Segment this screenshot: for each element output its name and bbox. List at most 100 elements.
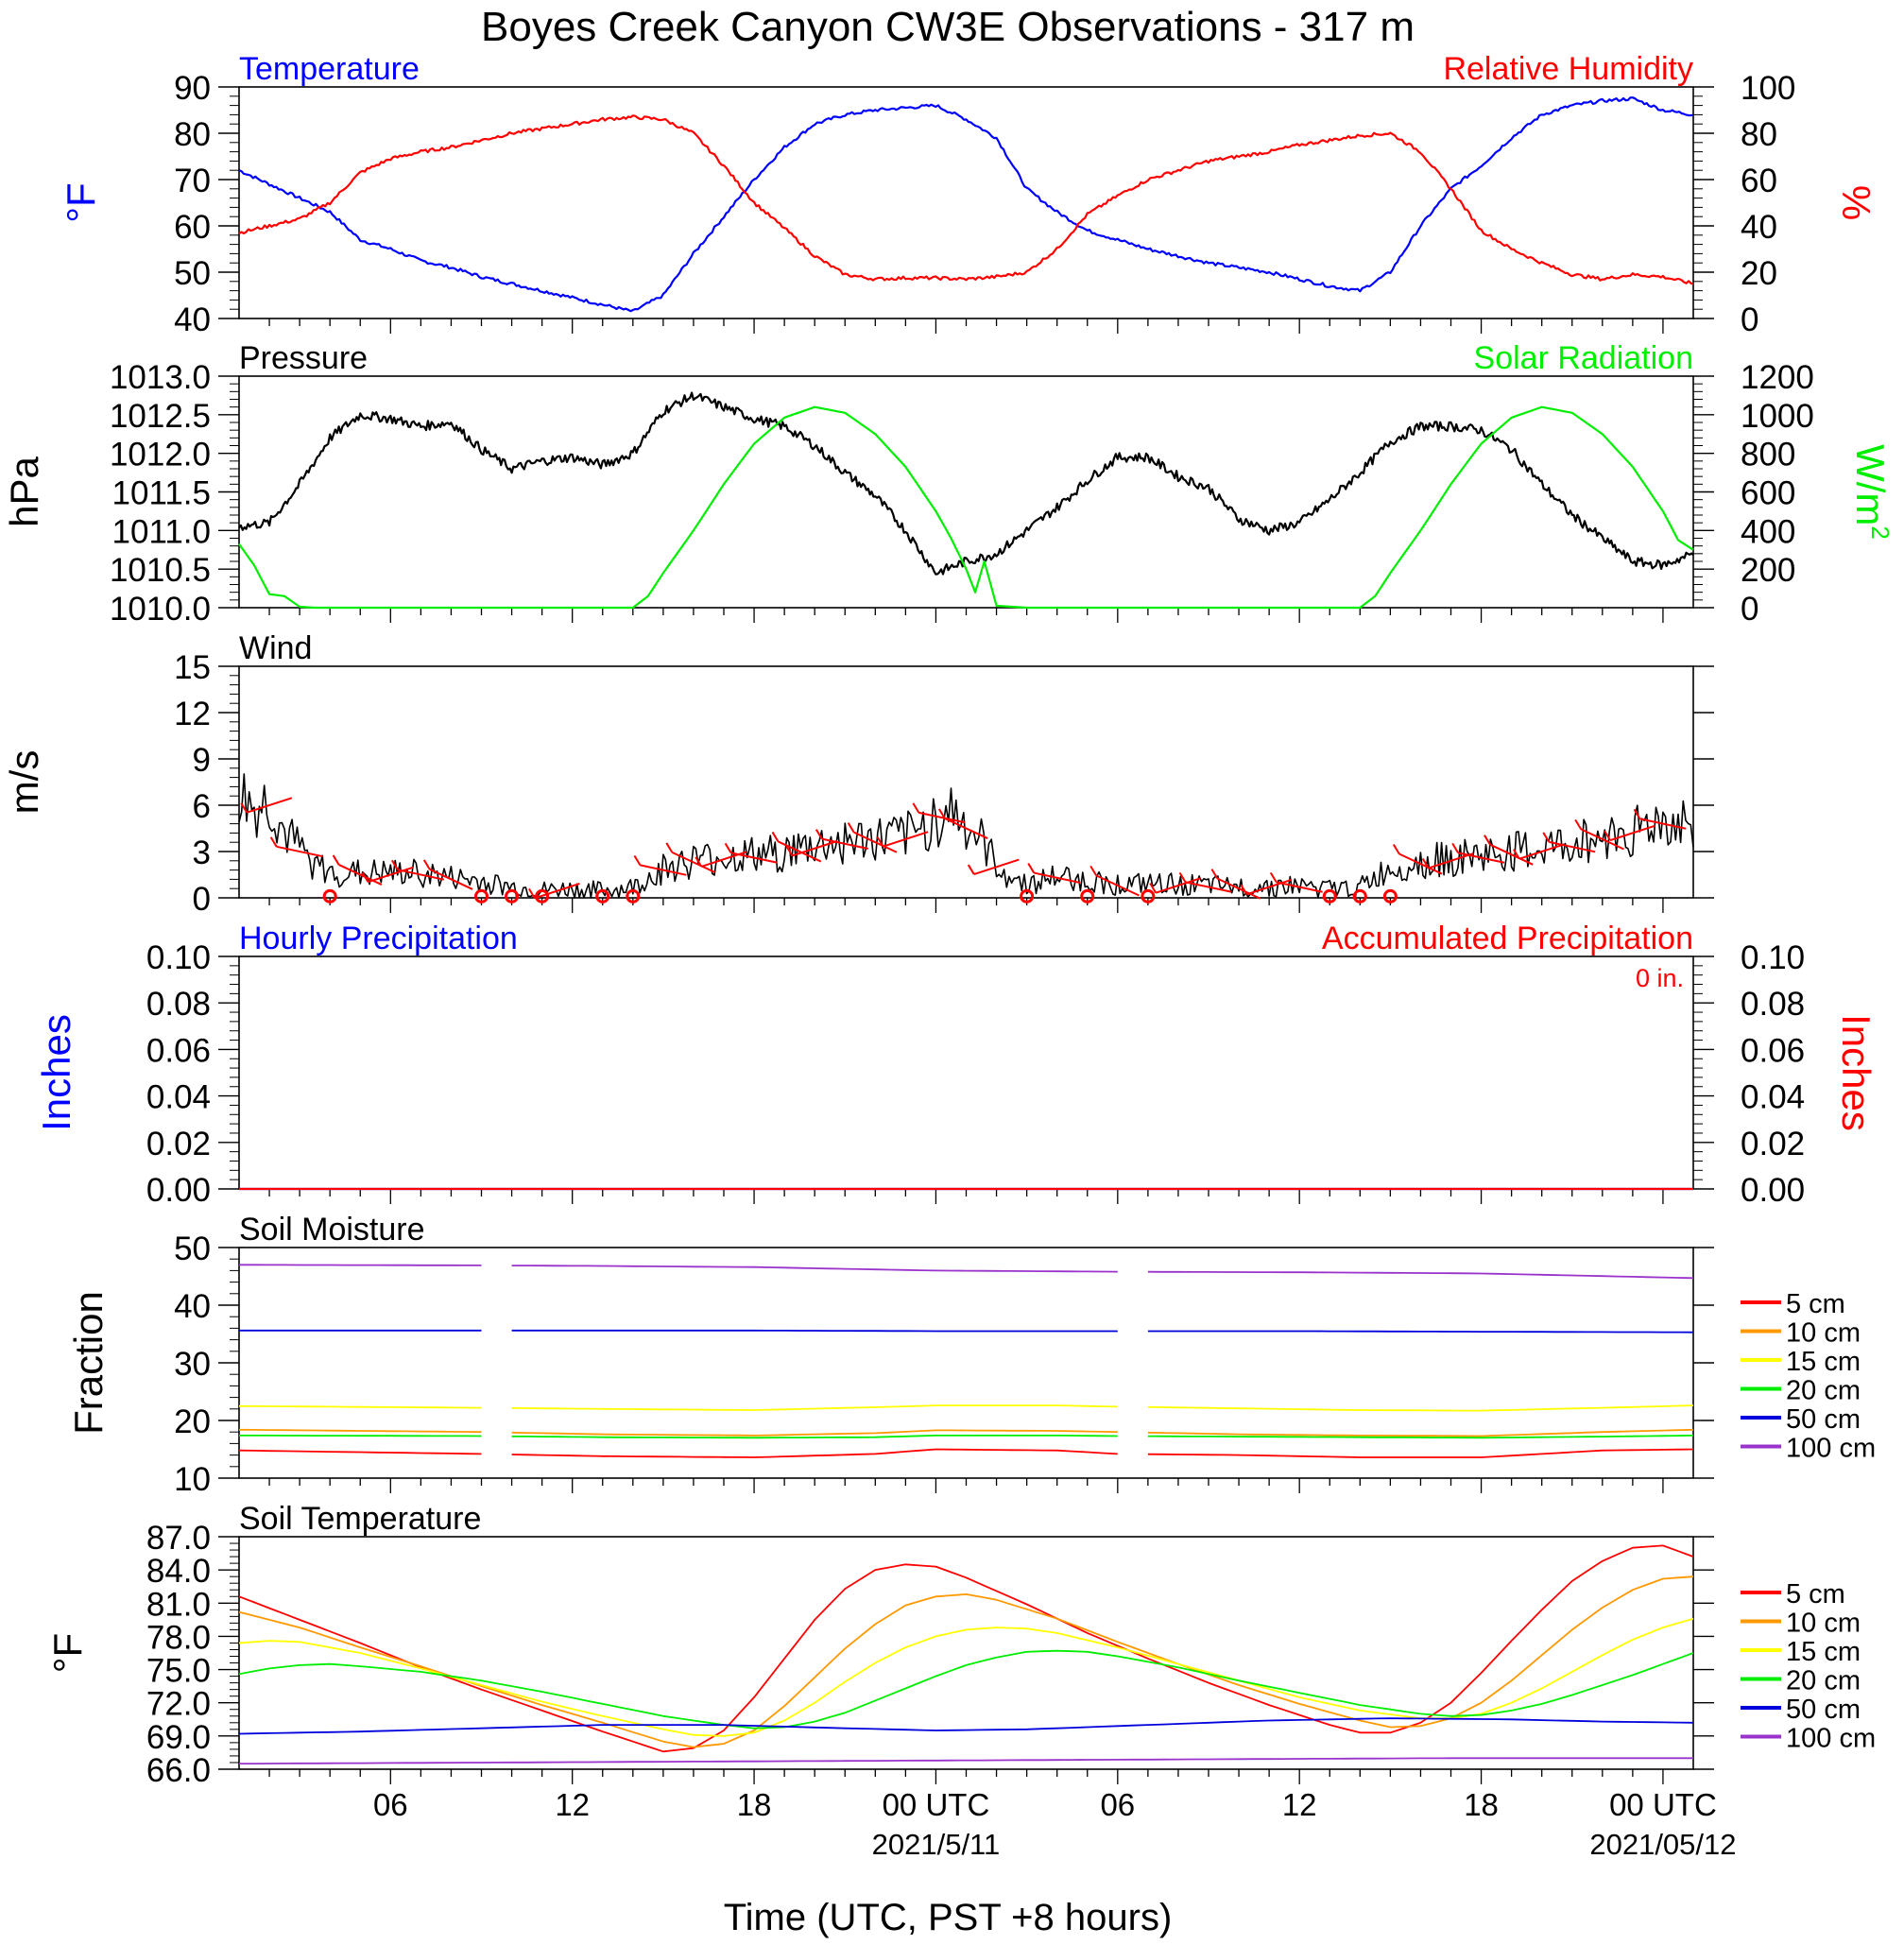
y-tick-label: 66.0: [146, 1752, 211, 1789]
series-line-15-cm: [238, 1404, 482, 1409]
y2-tick-label: 0.10: [1741, 939, 1805, 976]
time-axis: 06 12 18 00 UTC 06 12 18 00 UTC 2021/5/11 2021/05…: [373, 1787, 1737, 1861]
y-tick-label: 69.0: [146, 1719, 211, 1756]
wind-barb-flag: [937, 808, 946, 819]
y-axis-label: °F: [45, 1633, 90, 1673]
wind-barb-flag: [771, 831, 780, 842]
wind-barb: [1034, 871, 1081, 884]
y-tick-label: 72.0: [146, 1686, 211, 1723]
series-line-5-cm: [238, 1449, 482, 1455]
wind-barb-flag: [1210, 869, 1219, 880]
x-tick-label: 18: [1464, 1787, 1499, 1822]
x-tick-label: 12: [555, 1787, 590, 1822]
series-line-5-cm: [1147, 1448, 1694, 1458]
legend-label: 50 cm: [1786, 1695, 1861, 1725]
series-line-20-cm: [1147, 1435, 1694, 1439]
wind-barb: [918, 811, 966, 824]
wind-barb-flag: [1604, 830, 1611, 841]
series-line-10-cm: [238, 1428, 482, 1434]
series-line-15-cm: [1147, 1404, 1694, 1412]
y-tick-label: 12: [174, 696, 211, 732]
wind-barb: [1276, 881, 1323, 893]
y-tick-label: 20: [174, 1403, 211, 1440]
wind-barb: [276, 845, 323, 858]
y-tick-label: 78.0: [146, 1619, 211, 1656]
wind-barb-flag: [1484, 835, 1491, 846]
y2-tick-label: 100: [1741, 70, 1795, 107]
y2-tick-label: 0: [1741, 301, 1758, 338]
series-line-5-cm: [511, 1448, 1118, 1458]
y2-tick-label: 0.04: [1741, 1079, 1805, 1116]
wind-barb-flag: [1451, 842, 1459, 853]
series-line-50-cm: [238, 1717, 1694, 1735]
y2-tick-label: 400: [1741, 513, 1795, 550]
wind-barb-flag: [967, 864, 975, 875]
calm-wind-marker: [322, 888, 337, 904]
y2-tick-label: 600: [1741, 475, 1795, 512]
y-tick-label: 0.04: [146, 1079, 211, 1116]
legend-label: 10 cm: [1786, 1318, 1861, 1349]
panel-title-right: Accumulated Precipitation: [1322, 921, 1693, 956]
wind-barb: [821, 837, 868, 851]
panel-title-left: Soil Temperature: [239, 1501, 481, 1537]
wind-barb: [534, 882, 580, 900]
series-line-20-cm: [238, 1649, 1694, 1730]
y-tick-label: 1012.5: [110, 398, 211, 435]
y2-tick-label: 0.06: [1741, 1032, 1805, 1069]
x-date-label: 2021/5/11: [872, 1828, 1001, 1861]
wind-barb-flag: [1269, 871, 1278, 883]
wind-barb: [246, 797, 293, 814]
wind-barb-flag: [695, 856, 703, 868]
y-tick-label: 9: [193, 742, 211, 779]
y2-tick-label: 0.02: [1741, 1126, 1805, 1162]
calm-wind-marker: [1020, 888, 1035, 904]
y-tick-label: 0.06: [146, 1032, 211, 1069]
wind-barb: [1428, 852, 1474, 869]
series-line-100-cm: [1147, 1270, 1694, 1280]
wind-barb: [640, 864, 687, 876]
wind-barb: [1489, 843, 1534, 866]
panel-title-left: Wind: [239, 630, 312, 666]
y-tick-label: 90: [174, 70, 211, 107]
legend-label: 15 cm: [1786, 1637, 1861, 1667]
panel-precip: 0.10 0.08 0.06 0.04 0.02 0.00 0.10 0.08 0.06 0.04…: [34, 921, 1878, 1209]
y-tick-label: 75.0: [146, 1653, 211, 1690]
wind-barb: [778, 840, 822, 863]
x-tick-label: 00 UTC: [1609, 1787, 1717, 1822]
wind-barb-flag: [815, 829, 823, 840]
wind-barb: [338, 864, 383, 886]
wind-barb-flag: [1574, 818, 1583, 830]
wind-barb: [397, 869, 445, 881]
y-tick-label: 50: [174, 255, 211, 292]
legend-label: 5 cm: [1786, 1579, 1845, 1609]
y-tick-label: 0.00: [146, 1172, 211, 1209]
legend-label: 20 cm: [1786, 1666, 1861, 1696]
y2-tick-label: 0: [1741, 591, 1758, 628]
wind-barb: [1609, 824, 1655, 842]
calm-wind-marker: [1352, 888, 1367, 904]
legend-label: 100 cm: [1786, 1724, 1876, 1754]
panel-title-left: Soil Moisture: [239, 1212, 425, 1248]
y-tick-label: 40: [174, 1288, 211, 1325]
wind-barb: [1518, 843, 1565, 860]
wind-barb: [1185, 881, 1232, 893]
y-axis-label: m/s: [2, 750, 46, 815]
y-axis-label: Fraction: [66, 1291, 111, 1435]
wind-barb: [1216, 877, 1261, 900]
calm-wind-marker: [505, 888, 520, 904]
y-tick-label: 60: [174, 209, 211, 246]
series-line-10-cm: [238, 1575, 1694, 1748]
y-tick-label: 80: [174, 116, 211, 153]
series-line-10-cm: [1147, 1428, 1694, 1437]
wind-barb: [1639, 818, 1687, 830]
y-tick-label: 1012.0: [110, 437, 211, 473]
y-tick-label: 87.0: [146, 1520, 211, 1557]
y-tick-label: 84.0: [146, 1553, 211, 1590]
y2-tick-label: 0.08: [1741, 986, 1805, 1023]
chart-title: Boyes Creek Canyon CW3E Observations - 3…: [481, 4, 1415, 50]
series-line-50-cm: [511, 1329, 1118, 1333]
y2-tick-label: 1000: [1741, 398, 1814, 435]
panel-frame: [238, 665, 1694, 899]
